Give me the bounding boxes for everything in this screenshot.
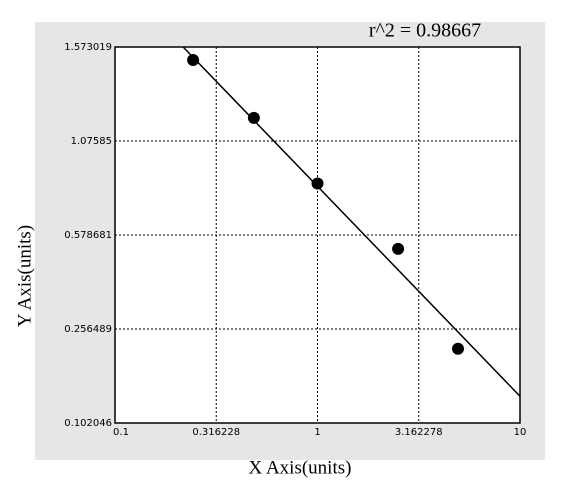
y-tick-label: 1.573019 (64, 42, 112, 53)
data-point (451, 342, 464, 355)
x-tick-label: 10 (514, 427, 527, 438)
x-tick-label: 3.162278 (395, 427, 443, 438)
y-tick-label: 1.07585 (71, 136, 112, 147)
y-tick-label: 0.578681 (64, 230, 112, 241)
y-tick-label: 0.102046 (64, 418, 112, 429)
data-point (247, 111, 260, 124)
data-point (311, 177, 324, 190)
y-axis-title: Y Axis(units) (14, 225, 35, 327)
y-tick-label: 0.256489 (64, 324, 112, 335)
data-point (187, 54, 200, 67)
x-tick-label: 0.1 (113, 427, 129, 438)
x-tick-label: 0.316228 (192, 427, 240, 438)
x-axis-title: X Axis(units) (249, 457, 352, 478)
fit-line (182, 46, 521, 397)
annotation: r^2 = 0.98667 (369, 20, 481, 42)
data-point (392, 242, 405, 255)
x-tick-label: 1 (314, 427, 320, 438)
